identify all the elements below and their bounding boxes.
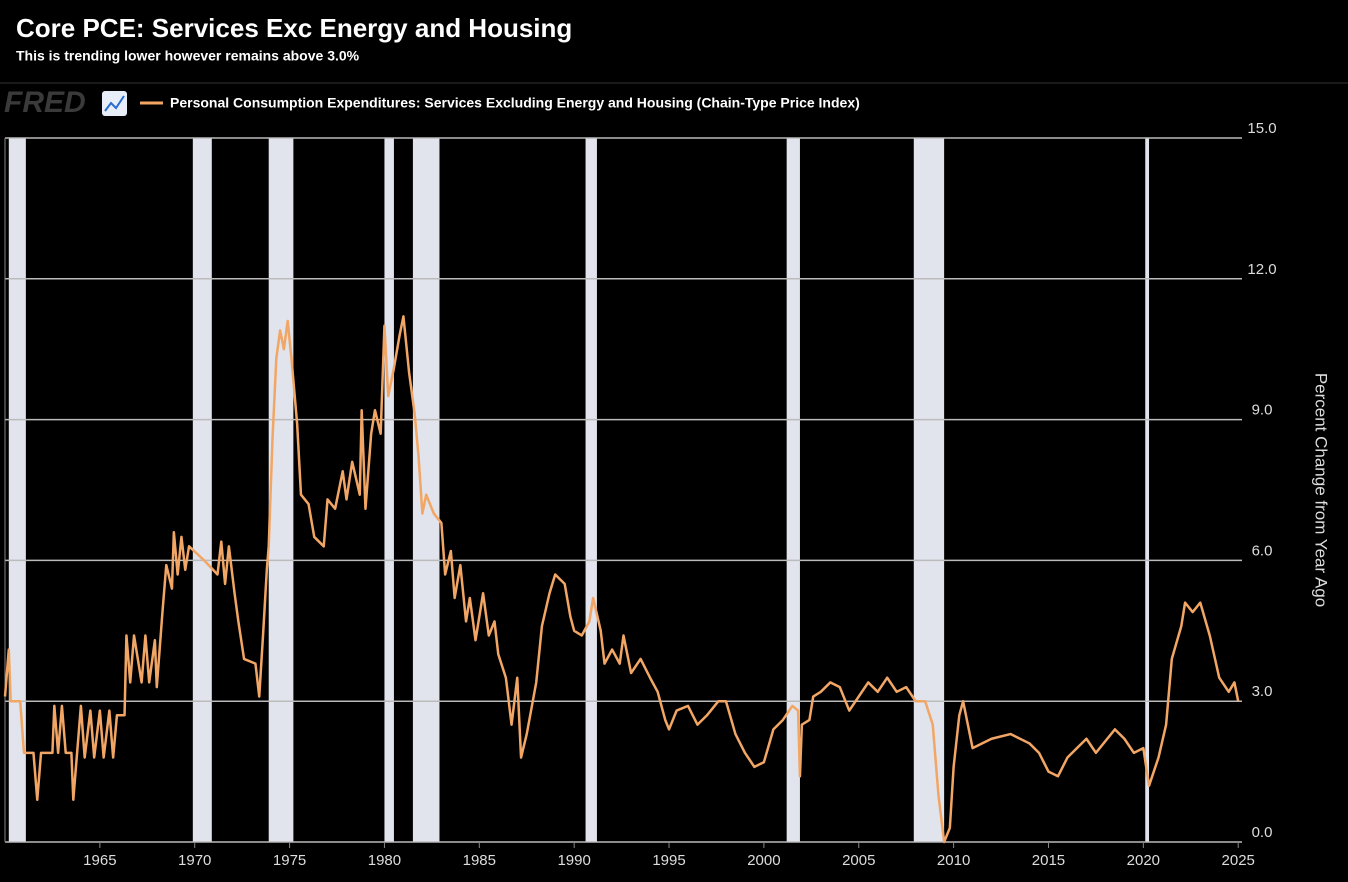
chart-subtitle: This is trending lower however remains a… [16,48,360,64]
recession-band [384,138,394,842]
y-axis-label: Percent Change from Year Ago [1312,373,1331,607]
x-tick-label: 1975 [273,852,306,869]
x-tick-label: 1980 [368,852,401,869]
x-tick-label: 2000 [747,852,780,869]
y-tick-label: 15.0 [1247,120,1276,137]
legend-label: Personal Consumption Expenditures: Servi… [170,95,860,111]
x-tick-label: 1995 [652,852,685,869]
logo-icon [102,91,127,116]
x-tick-label: 1990 [557,852,590,869]
x-tick-label: 2020 [1127,852,1160,869]
x-tick-label: 2005 [842,852,875,869]
recession-band [786,138,800,842]
y-tick-label: 0.0 [1252,824,1273,841]
x-tick-label: 1985 [463,852,496,869]
y-tick-label: 12.0 [1247,261,1276,278]
recession-band [913,138,945,842]
recession-band [412,138,440,842]
x-tick-label: 2025 [1222,852,1255,869]
series-line [3,315,1240,844]
y-tick-label: 6.0 [1252,542,1273,559]
logo: FRED [4,86,86,119]
recession-band [585,138,597,842]
chart-title: Core PCE: Services Exc Energy and Housin… [16,13,572,43]
x-tick-label: 2015 [1032,852,1065,869]
x-tick-label: 1970 [178,852,211,869]
x-tick-label: 2010 [937,852,970,869]
recession-band [268,138,294,842]
y-tick-label: 3.0 [1252,683,1273,700]
recession-band [1145,138,1150,842]
x-tick-label: 1965 [83,852,116,869]
recession-band [8,138,26,842]
y-tick-label: 9.0 [1252,402,1273,419]
logo-icon-line [104,95,125,112]
recession-band [192,138,212,842]
